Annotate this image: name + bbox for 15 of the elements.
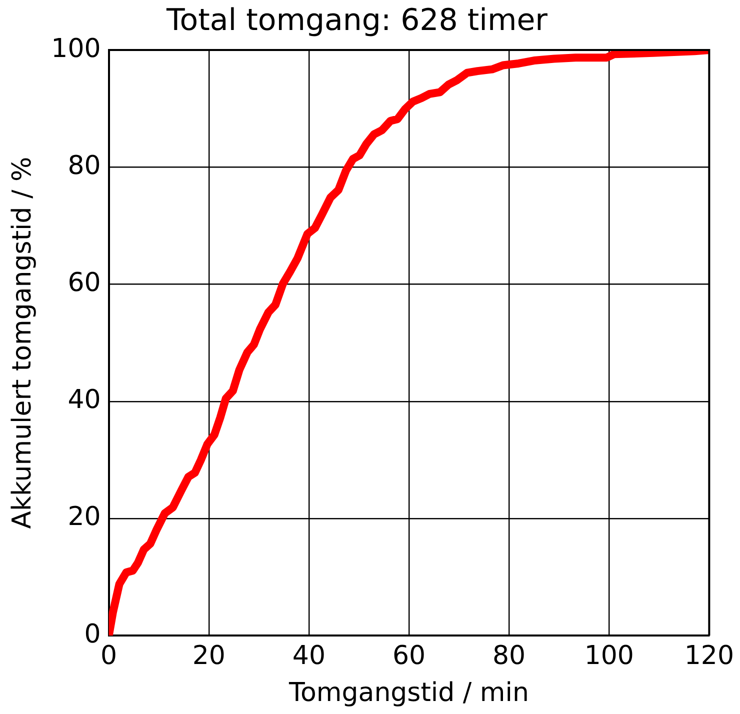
x-tick-label: 100 (584, 640, 634, 671)
y-tick-label: 60 (68, 268, 101, 298)
x-tick-label: 20 (192, 640, 226, 671)
y-tick-label: 20 (68, 502, 101, 532)
x-tick-label: 40 (292, 640, 326, 671)
y-tick-label: 0 (84, 619, 101, 650)
y-tick-label: 80 (68, 150, 101, 181)
x-tick-label: 120 (684, 640, 734, 671)
x-axis-title: Tomgangstid / min (288, 678, 529, 708)
chart-title: Total tomgang: 628 timer (166, 2, 548, 38)
y-tick-label: 40 (68, 385, 101, 416)
x-tick-label: 60 (392, 640, 426, 671)
y-tick-label: 100 (51, 34, 101, 64)
x-tick-label: 80 (492, 640, 526, 671)
y-axis-title: Akkumulert tomgangstid / % (7, 156, 38, 529)
